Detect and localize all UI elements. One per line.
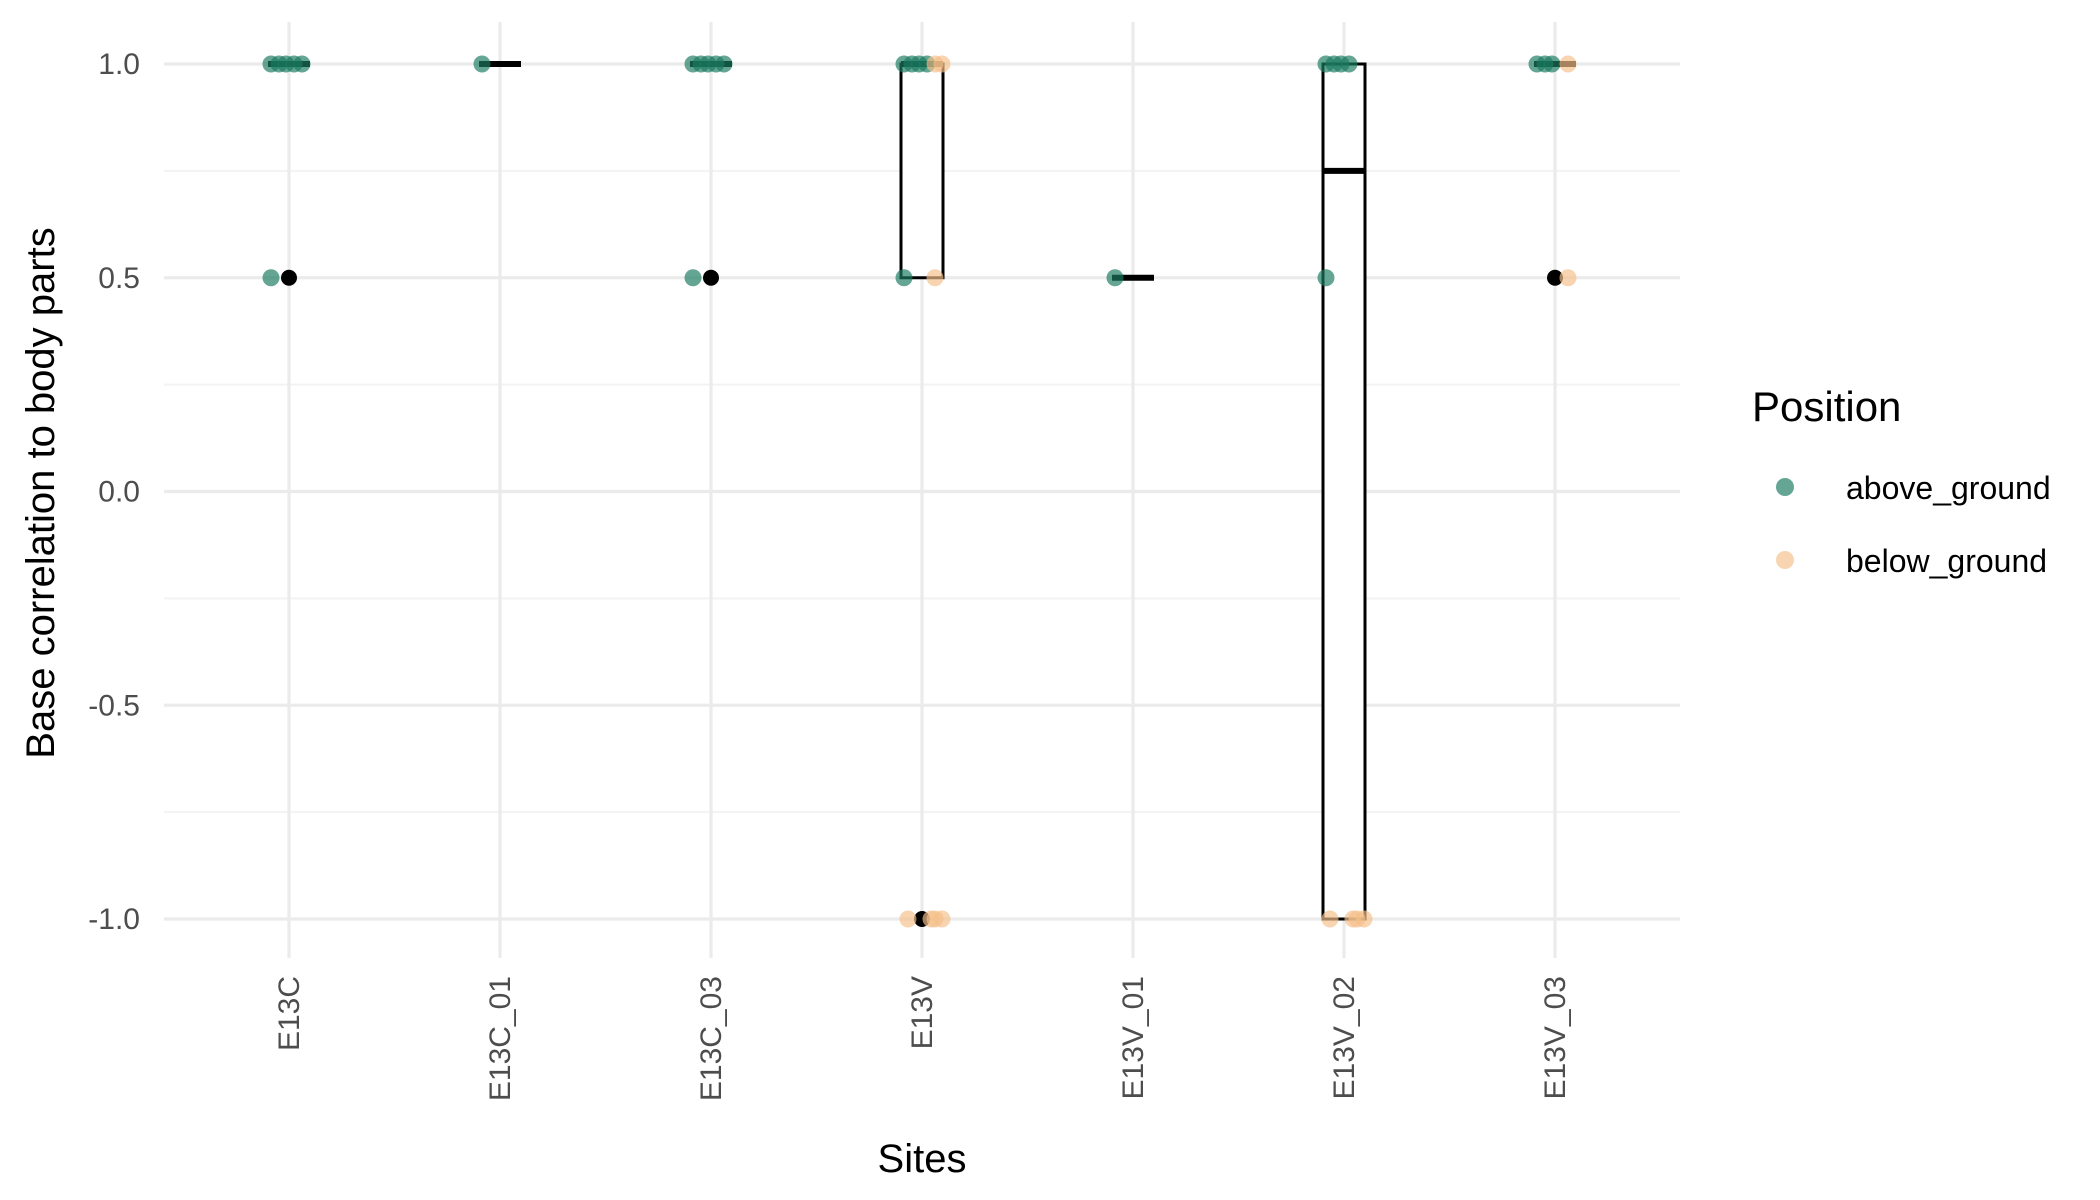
legend-key bbox=[1776, 478, 1794, 496]
outlier-point bbox=[703, 269, 719, 286]
y-tick-label: 0.5 bbox=[98, 262, 140, 295]
data-point bbox=[899, 910, 917, 928]
data-point bbox=[1559, 269, 1577, 287]
data-point bbox=[933, 55, 951, 73]
data-point bbox=[473, 55, 491, 73]
outlier-point bbox=[1547, 269, 1563, 286]
data-point bbox=[1321, 910, 1339, 928]
x-tick-label: E13C_01 bbox=[484, 976, 517, 1101]
x-axis-title: Sites bbox=[878, 1137, 967, 1181]
legend-label: below_ground bbox=[1846, 543, 2047, 579]
x-tick-label: E13V_01 bbox=[1117, 976, 1150, 1099]
legend-entry-above-ground: above_ground bbox=[1776, 470, 2051, 506]
x-tick-label: E13V_02 bbox=[1328, 976, 1361, 1099]
data-point bbox=[1340, 55, 1358, 73]
data-point bbox=[1317, 269, 1335, 287]
legend-label: above_ground bbox=[1846, 470, 2051, 506]
x-tick-label: E13C_03 bbox=[695, 976, 728, 1101]
data-point bbox=[715, 55, 733, 73]
data-point bbox=[293, 55, 311, 73]
outlier-point bbox=[281, 269, 297, 286]
data-point bbox=[1106, 269, 1124, 287]
y-tick-label: 0.0 bbox=[98, 476, 140, 509]
data-point bbox=[1344, 910, 1362, 928]
points-layer bbox=[262, 55, 1577, 928]
legend-entries: above_ground below_ground bbox=[1776, 470, 2051, 579]
data-point bbox=[895, 269, 913, 287]
y-tick-label: -0.5 bbox=[88, 689, 140, 722]
legend-key bbox=[1776, 551, 1794, 569]
y-tick-label: 1.0 bbox=[98, 48, 140, 81]
data-point bbox=[1559, 55, 1577, 73]
y-tick-label: -1.0 bbox=[88, 903, 140, 936]
box-body bbox=[1321, 62, 1367, 921]
y-axis-ticks: 1.0 0.5 0.0 -0.5 -1.0 bbox=[88, 48, 140, 936]
x-tick-label: E13V bbox=[906, 976, 939, 1049]
legend-title: Position bbox=[1752, 383, 1901, 430]
x-tick-label: E13C bbox=[273, 976, 306, 1051]
data-point bbox=[1543, 55, 1561, 73]
data-point bbox=[684, 269, 702, 287]
box-e13v-02 bbox=[1321, 62, 1367, 921]
box-body bbox=[899, 62, 945, 280]
x-axis-ticks: E13C E13C_01 E13C_03 E13V E13V_01 E13V_02 E13V… bbox=[273, 976, 1572, 1101]
legend-entry-below-ground: below_ground bbox=[1776, 543, 2047, 579]
x-tick-label: E13V_03 bbox=[1539, 976, 1572, 1099]
series-below-ground bbox=[899, 55, 1577, 928]
data-point bbox=[926, 269, 944, 287]
data-point bbox=[262, 269, 280, 287]
boxes-layer bbox=[268, 61, 1576, 927]
legend: Position above_ground below_ground bbox=[1752, 383, 2051, 579]
series-above-ground bbox=[262, 55, 1561, 287]
data-point bbox=[922, 910, 940, 928]
y-axis-title: Base correlation to body parts bbox=[19, 227, 63, 758]
